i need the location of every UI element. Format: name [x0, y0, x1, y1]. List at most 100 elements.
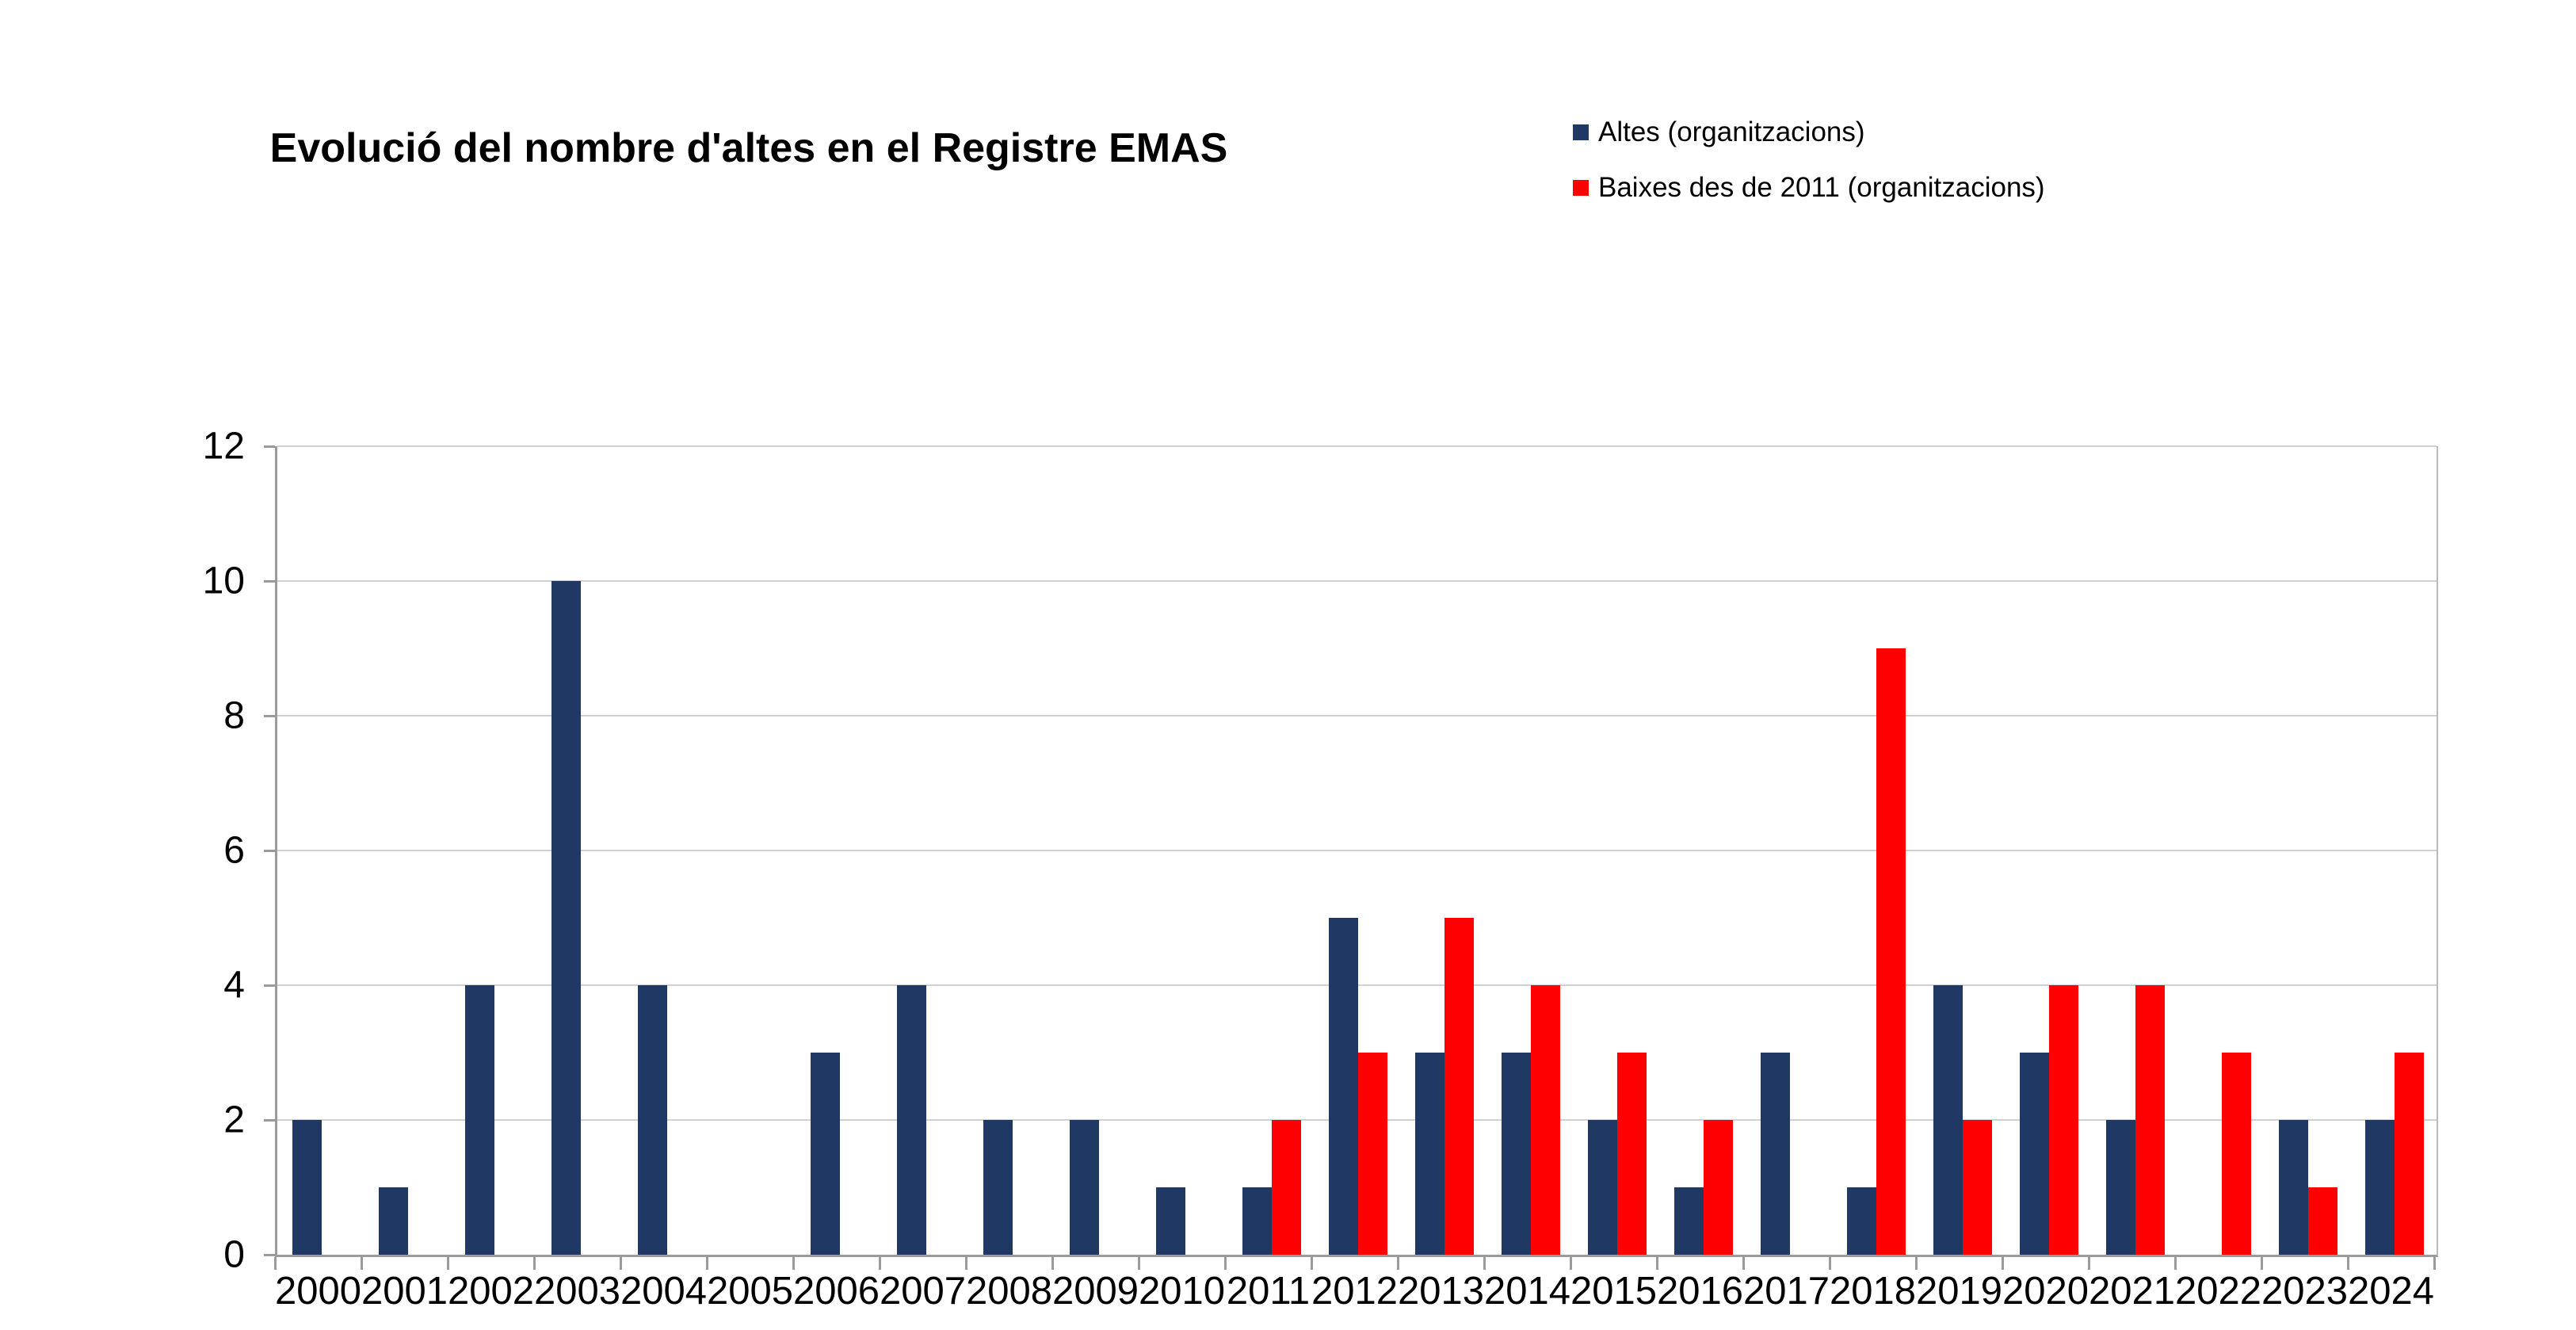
x-axis-tick-label: 2010: [1138, 1270, 1226, 1313]
y-axis-tick-label: 10: [202, 560, 245, 602]
y-axis-tick-label: 0: [223, 1233, 245, 1276]
x-axis-tick-mark: [1483, 1257, 1486, 1270]
bar-altes-2007: [896, 985, 926, 1255]
x-axis-tick-label: 2017: [1742, 1270, 1830, 1313]
x-axis-tick-mark: [965, 1257, 967, 1270]
x-axis-tick-mark: [1138, 1257, 1140, 1270]
bar-altes-2006: [810, 1053, 840, 1255]
x-axis-tick-mark: [1742, 1257, 1745, 1270]
x-axis-tick-mark: [2347, 1257, 2349, 1270]
legend-label-baixes: Baixes des de 2011 (organitzacions): [1598, 172, 2045, 203]
x-axis-tick-label: 2007: [879, 1270, 967, 1313]
gridline-y-12: [277, 445, 2437, 447]
x-axis-tick-mark: [361, 1257, 363, 1270]
x-axis-tick-mark: [1051, 1257, 1054, 1270]
bar-altes-2010: [1155, 1187, 1185, 1255]
x-axis-tick-label: 2019: [1915, 1270, 2003, 1313]
x-axis-tick-label: 2008: [965, 1270, 1053, 1313]
x-axis-tick-mark: [1397, 1257, 1399, 1270]
x-axis-tick-label: 2002: [447, 1270, 535, 1313]
x-axis-tick-label: 2006: [792, 1270, 880, 1313]
x-axis-tick-label: 2000: [274, 1270, 362, 1313]
y-axis-tick-mark: [264, 445, 275, 448]
legend-swatch-altes-icon: [1573, 124, 1589, 140]
x-axis-tick-label: 2015: [1570, 1270, 1658, 1313]
gridline-y-8: [277, 715, 2437, 717]
bar-baixes-2016: [1703, 1120, 1733, 1255]
x-axis-tick-label: 2012: [1311, 1270, 1399, 1313]
bar-altes-2015: [1587, 1120, 1617, 1255]
gridline-y-6: [277, 850, 2437, 851]
x-axis-tick-label: 2024: [2347, 1270, 2435, 1313]
y-axis-tick-label: 12: [202, 425, 245, 468]
x-axis-tick-label: 2009: [1051, 1270, 1139, 1313]
legend: Altes (organitzacions) Baixes des de 201…: [1573, 105, 2045, 216]
y-axis-tick-mark: [264, 1119, 275, 1122]
bar-altes-2016: [1673, 1187, 1704, 1255]
x-axis-tick-mark: [879, 1257, 881, 1270]
legend-label-altes: Altes (organitzacions): [1598, 117, 1865, 147]
bar-baixes-2019: [1962, 1120, 1992, 1255]
bar-baixes-2023: [2307, 1187, 2337, 1255]
bar-altes-2003: [551, 581, 581, 1255]
x-axis-tick-label: 2016: [1656, 1270, 1744, 1313]
bar-altes-2019: [1933, 985, 1963, 1255]
x-axis-tick-mark: [1311, 1257, 1313, 1270]
x-axis-tick-mark: [447, 1257, 449, 1270]
bar-altes-2018: [1846, 1187, 1876, 1255]
x-axis-tick-label: 2004: [620, 1270, 708, 1313]
x-axis-tick-mark: [274, 1257, 277, 1270]
bar-altes-2012: [1328, 918, 1358, 1255]
plot-area: [275, 445, 2438, 1257]
bar-altes-2017: [1760, 1053, 1790, 1255]
x-axis-tick-mark: [706, 1257, 708, 1270]
y-axis-tick-label: 4: [223, 964, 245, 1007]
gridline-y-10: [277, 580, 2437, 582]
x-axis-tick-mark: [1915, 1257, 1918, 1270]
bar-altes-2023: [2278, 1120, 2308, 1255]
x-axis-tick-label: 2023: [2261, 1270, 2349, 1313]
x-axis-tick-mark: [2174, 1257, 2177, 1270]
x-axis-tick-label: 2018: [1829, 1270, 1917, 1313]
x-axis-tick-label: 2005: [706, 1270, 794, 1313]
x-axis-tick-mark: [533, 1257, 536, 1270]
y-axis-tick-mark: [264, 1254, 275, 1256]
x-axis-tick-mark: [2002, 1257, 2004, 1270]
bar-altes-2000: [292, 1120, 322, 1255]
y-axis-tick-mark: [264, 580, 275, 583]
bar-baixes-2021: [2135, 985, 2165, 1255]
bar-baixes-2015: [1616, 1053, 1647, 1255]
bar-baixes-2012: [1357, 1053, 1387, 1255]
bar-baixes-2024: [2394, 1053, 2424, 1255]
x-axis-tick-mark: [2433, 1257, 2436, 1270]
y-axis-tick-label: 6: [223, 829, 245, 872]
legend-swatch-baixes-icon: [1573, 180, 1589, 196]
bar-baixes-2013: [1444, 918, 1474, 1255]
chart-title: Evolució del nombre d'altes en el Regist…: [269, 125, 1228, 171]
y-axis-tick-label: 2: [223, 1099, 245, 1141]
bar-altes-2013: [1414, 1053, 1444, 1255]
bar-altes-2021: [2105, 1120, 2135, 1255]
bar-altes-2009: [1069, 1120, 1099, 1255]
x-axis-tick-mark: [1656, 1257, 1658, 1270]
x-axis-tick-label: 2022: [2174, 1270, 2262, 1313]
bar-altes-2008: [983, 1120, 1013, 1255]
bar-altes-2001: [378, 1187, 408, 1255]
bar-baixes-2014: [1530, 985, 1560, 1255]
x-axis-tick-mark: [2261, 1257, 2263, 1270]
y-axis-tick-mark: [264, 715, 275, 717]
x-axis-tick-mark: [2088, 1257, 2090, 1270]
x-axis-tick-label: 2020: [2002, 1270, 2089, 1313]
legend-item-baixes: Baixes des de 2011 (organitzacions): [1573, 160, 2045, 216]
y-axis-tick-label: 8: [223, 694, 245, 737]
bar-altes-2020: [2019, 1053, 2049, 1255]
bar-baixes-2018: [1876, 648, 1906, 1255]
x-axis-tick-label: 2014: [1483, 1270, 1571, 1313]
x-axis-tick-mark: [1829, 1257, 1831, 1270]
x-axis-tick-label: 2021: [2088, 1270, 2176, 1313]
legend-item-altes: Altes (organitzacions): [1573, 105, 2045, 160]
x-axis-tick-label: 2011: [1226, 1270, 1311, 1313]
bar-altes-2011: [1242, 1187, 1272, 1255]
bar-altes-2024: [2364, 1120, 2395, 1255]
